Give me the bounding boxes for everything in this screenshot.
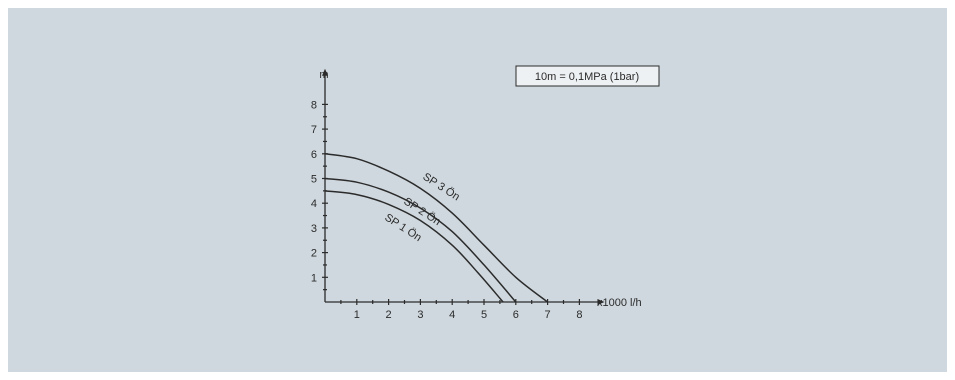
series-line-2 (324, 177, 517, 303)
x-axis-arrow (597, 299, 605, 305)
series-label-1: SP 1 Ön (382, 212, 423, 245)
y-tick-label: 5 (311, 174, 317, 186)
unit-note-box (515, 65, 660, 87)
x-tick-label: 6 (513, 309, 519, 321)
y-axis-arrow (322, 68, 328, 76)
ticks: 1 2 3 4 5 6 7 8 1 2 3 4 5 6 7 8 (311, 99, 583, 321)
x-tick-label: 2 (386, 309, 392, 321)
y-tick-label: 3 (311, 223, 317, 235)
x-tick-label: 8 (576, 309, 582, 321)
x-tick-label: 7 (545, 309, 551, 321)
series-line-1 (324, 190, 504, 303)
x-tick-label: 1 (354, 309, 360, 321)
y-tick-label: 8 (311, 99, 317, 111)
y-tick-label: 4 (311, 198, 317, 210)
y-tick-label: 6 (311, 149, 317, 161)
x-axis-label: x1000 l/h (597, 297, 642, 309)
y-tick-label: 7 (311, 124, 317, 136)
y-tick-label: 2 (311, 248, 317, 260)
axes (322, 68, 605, 305)
chart-background (8, 8, 947, 372)
x-tick-label: 4 (449, 309, 455, 321)
curves (324, 153, 549, 303)
series-line-3 (324, 153, 549, 303)
unit-note: 10m = 0,1MPa (1bar) (535, 71, 639, 83)
x-tick-label: 3 (417, 309, 423, 321)
y-axis-label: m (319, 69, 328, 81)
y-tick-label: 1 (311, 272, 317, 284)
series-label-3: SP 3 Ön (420, 171, 461, 204)
x-tick-label: 5 (481, 309, 487, 321)
